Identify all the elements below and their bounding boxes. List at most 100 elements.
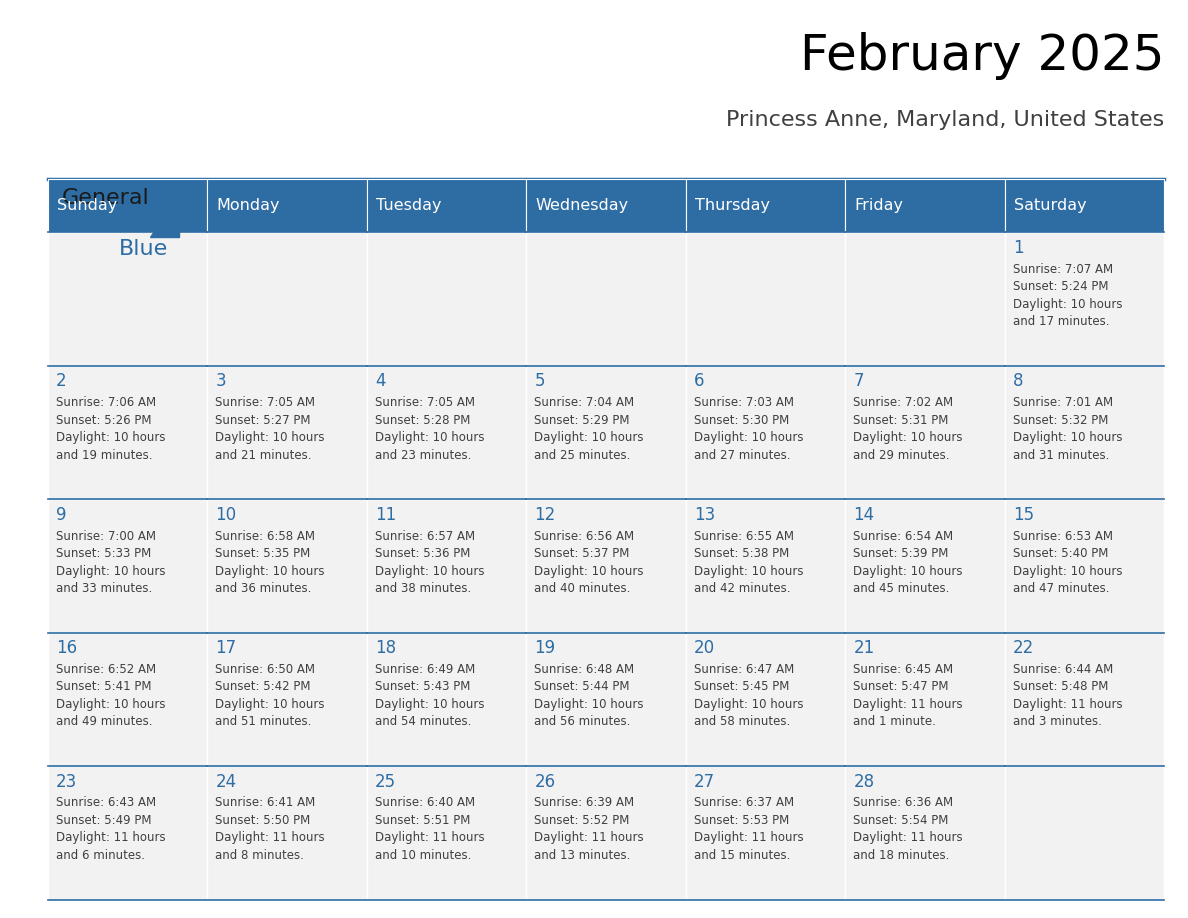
Text: 7: 7 [853, 372, 864, 390]
Text: Sunrise: 6:45 AM
Sunset: 5:47 PM
Daylight: 11 hours
and 1 minute.: Sunrise: 6:45 AM Sunset: 5:47 PM Dayligh… [853, 663, 963, 729]
Text: 10: 10 [215, 506, 236, 523]
Text: Saturday: Saturday [1015, 198, 1087, 213]
Text: Sunrise: 6:55 AM
Sunset: 5:38 PM
Daylight: 10 hours
and 42 minutes.: Sunrise: 6:55 AM Sunset: 5:38 PM Dayligh… [694, 530, 803, 595]
Text: 2: 2 [56, 372, 67, 390]
Text: Sunrise: 6:44 AM
Sunset: 5:48 PM
Daylight: 11 hours
and 3 minutes.: Sunrise: 6:44 AM Sunset: 5:48 PM Dayligh… [1013, 663, 1123, 729]
Bar [367, 633, 526, 767]
Bar [207, 633, 367, 767]
Text: 21: 21 [853, 639, 874, 657]
Bar [685, 365, 845, 499]
Bar [685, 179, 845, 232]
Text: 3: 3 [215, 372, 226, 390]
Bar [526, 232, 685, 365]
Text: 6: 6 [694, 372, 704, 390]
Text: 19: 19 [535, 639, 556, 657]
Bar [48, 767, 207, 900]
Bar [48, 499, 207, 633]
Text: Wednesday: Wednesday [536, 198, 628, 213]
Bar [48, 365, 207, 499]
Text: Princess Anne, Maryland, United States: Princess Anne, Maryland, United States [726, 110, 1164, 130]
Text: 18: 18 [375, 639, 396, 657]
Text: 26: 26 [535, 773, 556, 790]
Text: Thursday: Thursday [695, 198, 770, 213]
Text: Sunrise: 6:56 AM
Sunset: 5:37 PM
Daylight: 10 hours
and 40 minutes.: Sunrise: 6:56 AM Sunset: 5:37 PM Dayligh… [535, 530, 644, 595]
Text: Sunrise: 7:03 AM
Sunset: 5:30 PM
Daylight: 10 hours
and 27 minutes.: Sunrise: 7:03 AM Sunset: 5:30 PM Dayligh… [694, 396, 803, 462]
Text: Sunrise: 7:05 AM
Sunset: 5:27 PM
Daylight: 10 hours
and 21 minutes.: Sunrise: 7:05 AM Sunset: 5:27 PM Dayligh… [215, 396, 324, 462]
Text: Sunrise: 7:02 AM
Sunset: 5:31 PM
Daylight: 10 hours
and 29 minutes.: Sunrise: 7:02 AM Sunset: 5:31 PM Dayligh… [853, 396, 963, 462]
Text: Sunrise: 6:41 AM
Sunset: 5:50 PM
Daylight: 11 hours
and 8 minutes.: Sunrise: 6:41 AM Sunset: 5:50 PM Dayligh… [215, 797, 326, 862]
Text: 20: 20 [694, 639, 715, 657]
Bar [526, 633, 685, 767]
Text: Sunrise: 7:04 AM
Sunset: 5:29 PM
Daylight: 10 hours
and 25 minutes.: Sunrise: 7:04 AM Sunset: 5:29 PM Dayligh… [535, 396, 644, 462]
Text: 23: 23 [56, 773, 77, 790]
Text: 28: 28 [853, 773, 874, 790]
Text: General: General [62, 188, 150, 208]
Bar [526, 767, 685, 900]
Bar [207, 232, 367, 365]
Text: 17: 17 [215, 639, 236, 657]
Text: Sunrise: 6:54 AM
Sunset: 5:39 PM
Daylight: 10 hours
and 45 minutes.: Sunrise: 6:54 AM Sunset: 5:39 PM Dayligh… [853, 530, 963, 595]
Bar [367, 365, 526, 499]
Text: Tuesday: Tuesday [377, 198, 442, 213]
Text: 12: 12 [535, 506, 556, 523]
Bar [207, 365, 367, 499]
Bar [685, 633, 845, 767]
Bar [1005, 179, 1164, 232]
Text: Sunrise: 6:52 AM
Sunset: 5:41 PM
Daylight: 10 hours
and 49 minutes.: Sunrise: 6:52 AM Sunset: 5:41 PM Dayligh… [56, 663, 165, 729]
Text: 5: 5 [535, 372, 545, 390]
Text: Sunrise: 6:40 AM
Sunset: 5:51 PM
Daylight: 11 hours
and 10 minutes.: Sunrise: 6:40 AM Sunset: 5:51 PM Dayligh… [375, 797, 485, 862]
Bar [1005, 365, 1164, 499]
Text: Sunrise: 6:47 AM
Sunset: 5:45 PM
Daylight: 10 hours
and 58 minutes.: Sunrise: 6:47 AM Sunset: 5:45 PM Dayligh… [694, 663, 803, 729]
Text: 13: 13 [694, 506, 715, 523]
Text: February 2025: February 2025 [800, 32, 1164, 80]
Bar [367, 767, 526, 900]
Text: Sunrise: 6:53 AM
Sunset: 5:40 PM
Daylight: 10 hours
and 47 minutes.: Sunrise: 6:53 AM Sunset: 5:40 PM Dayligh… [1013, 530, 1123, 595]
Bar [685, 767, 845, 900]
Bar [845, 179, 1005, 232]
Bar [1005, 767, 1164, 900]
Text: Sunrise: 7:00 AM
Sunset: 5:33 PM
Daylight: 10 hours
and 33 minutes.: Sunrise: 7:00 AM Sunset: 5:33 PM Dayligh… [56, 530, 165, 595]
Bar [845, 365, 1005, 499]
Bar [207, 767, 367, 900]
Text: 9: 9 [56, 506, 67, 523]
Text: Sunrise: 6:43 AM
Sunset: 5:49 PM
Daylight: 11 hours
and 6 minutes.: Sunrise: 6:43 AM Sunset: 5:49 PM Dayligh… [56, 797, 165, 862]
Bar [845, 232, 1005, 365]
Text: 11: 11 [375, 506, 396, 523]
Bar [526, 365, 685, 499]
Bar [845, 633, 1005, 767]
Bar [207, 179, 367, 232]
Bar [845, 499, 1005, 633]
Text: Sunrise: 6:57 AM
Sunset: 5:36 PM
Daylight: 10 hours
and 38 minutes.: Sunrise: 6:57 AM Sunset: 5:36 PM Dayligh… [375, 530, 485, 595]
Text: Sunrise: 7:05 AM
Sunset: 5:28 PM
Daylight: 10 hours
and 23 minutes.: Sunrise: 7:05 AM Sunset: 5:28 PM Dayligh… [375, 396, 485, 462]
Bar [48, 179, 207, 232]
Bar [48, 633, 207, 767]
Text: Monday: Monday [216, 198, 280, 213]
Bar [526, 499, 685, 633]
Text: 15: 15 [1013, 506, 1034, 523]
Text: 14: 14 [853, 506, 874, 523]
Text: 8: 8 [1013, 372, 1024, 390]
Text: 1: 1 [1013, 239, 1024, 257]
Text: Sunrise: 7:06 AM
Sunset: 5:26 PM
Daylight: 10 hours
and 19 minutes.: Sunrise: 7:06 AM Sunset: 5:26 PM Dayligh… [56, 396, 165, 462]
Text: Sunrise: 7:07 AM
Sunset: 5:24 PM
Daylight: 10 hours
and 17 minutes.: Sunrise: 7:07 AM Sunset: 5:24 PM Dayligh… [1013, 263, 1123, 328]
Text: 27: 27 [694, 773, 715, 790]
Bar [685, 232, 845, 365]
Bar [367, 179, 526, 232]
Text: Sunrise: 6:39 AM
Sunset: 5:52 PM
Daylight: 11 hours
and 13 minutes.: Sunrise: 6:39 AM Sunset: 5:52 PM Dayligh… [535, 797, 644, 862]
Text: 22: 22 [1013, 639, 1035, 657]
Text: Friday: Friday [854, 198, 904, 213]
Bar [48, 232, 207, 365]
Bar [1005, 232, 1164, 365]
Text: Sunrise: 7:01 AM
Sunset: 5:32 PM
Daylight: 10 hours
and 31 minutes.: Sunrise: 7:01 AM Sunset: 5:32 PM Dayligh… [1013, 396, 1123, 462]
Text: Sunrise: 6:49 AM
Sunset: 5:43 PM
Daylight: 10 hours
and 54 minutes.: Sunrise: 6:49 AM Sunset: 5:43 PM Dayligh… [375, 663, 485, 729]
Text: Blue: Blue [119, 239, 168, 259]
Text: Sunrise: 6:37 AM
Sunset: 5:53 PM
Daylight: 11 hours
and 15 minutes.: Sunrise: 6:37 AM Sunset: 5:53 PM Dayligh… [694, 797, 803, 862]
Bar [845, 767, 1005, 900]
Polygon shape [150, 193, 179, 237]
Text: 25: 25 [375, 773, 396, 790]
Text: 4: 4 [375, 372, 385, 390]
Text: Sunrise: 6:50 AM
Sunset: 5:42 PM
Daylight: 10 hours
and 51 minutes.: Sunrise: 6:50 AM Sunset: 5:42 PM Dayligh… [215, 663, 324, 729]
Text: Sunrise: 6:48 AM
Sunset: 5:44 PM
Daylight: 10 hours
and 56 minutes.: Sunrise: 6:48 AM Sunset: 5:44 PM Dayligh… [535, 663, 644, 729]
Bar [367, 232, 526, 365]
Text: 24: 24 [215, 773, 236, 790]
